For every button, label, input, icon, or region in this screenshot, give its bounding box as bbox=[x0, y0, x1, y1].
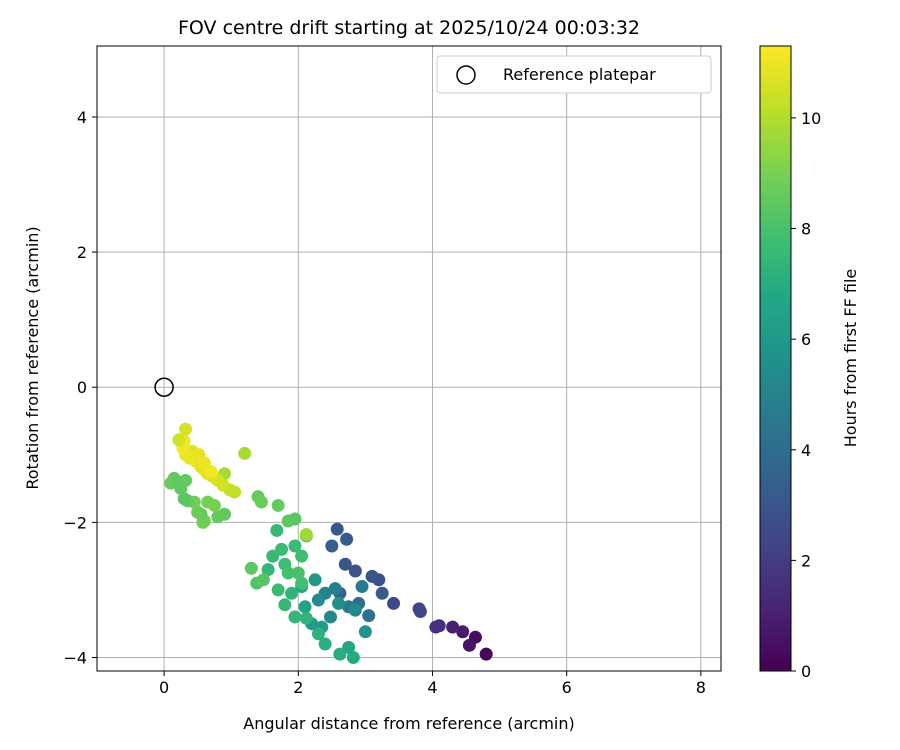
data-point bbox=[298, 600, 312, 614]
data-point bbox=[271, 498, 285, 512]
data-point bbox=[365, 569, 379, 583]
data-point bbox=[332, 596, 346, 610]
data-point bbox=[328, 582, 342, 596]
data-point bbox=[179, 422, 193, 436]
legend: Reference platepar bbox=[436, 55, 712, 94]
legend-entry-reference: Reference platepar bbox=[503, 65, 656, 84]
data-point bbox=[456, 625, 470, 639]
y-tick-label: 0 bbox=[77, 378, 87, 397]
data-point bbox=[308, 573, 322, 587]
data-point bbox=[179, 473, 193, 487]
legend-reference-marker bbox=[456, 65, 476, 85]
data-point bbox=[238, 446, 252, 460]
data-point bbox=[318, 637, 332, 651]
data-point bbox=[311, 627, 325, 641]
data-point bbox=[211, 510, 225, 524]
data-point bbox=[323, 610, 337, 624]
data-point bbox=[358, 625, 372, 639]
x-tick-label: 4 bbox=[427, 678, 437, 697]
data-point bbox=[204, 465, 218, 479]
data-point bbox=[254, 495, 268, 509]
x-tick-label: 8 bbox=[696, 678, 706, 697]
x-tick-label: 6 bbox=[562, 678, 572, 697]
colorbar-tick-label: 10 bbox=[801, 109, 821, 128]
data-point bbox=[275, 542, 289, 556]
x-axis-ticks: 0 2 4 6 8 bbox=[159, 671, 706, 697]
data-point bbox=[177, 492, 191, 506]
x-tick-label: 0 bbox=[159, 678, 169, 697]
data-point bbox=[355, 580, 369, 594]
chart-title: FOV centre drift starting at 2025/10/24 … bbox=[178, 17, 640, 39]
data-point bbox=[348, 564, 362, 578]
x-tick-label: 2 bbox=[293, 678, 303, 697]
colorbar-tick-label: 8 bbox=[801, 220, 811, 239]
data-point bbox=[288, 610, 302, 624]
data-point bbox=[330, 522, 344, 536]
colorbar-tick-label: 6 bbox=[801, 330, 811, 349]
data-point bbox=[311, 593, 325, 607]
data-point bbox=[207, 498, 221, 512]
y-tick-label: −2 bbox=[63, 513, 87, 532]
data-point bbox=[295, 549, 309, 563]
reference-platepar-marker bbox=[154, 377, 174, 397]
data-point bbox=[288, 512, 302, 526]
data-point bbox=[362, 609, 376, 623]
y-tick-label: −4 bbox=[63, 648, 87, 667]
data-point bbox=[299, 528, 313, 542]
data-point bbox=[197, 456, 211, 470]
data-point bbox=[340, 532, 354, 546]
data-point bbox=[291, 566, 305, 580]
data-point bbox=[261, 563, 275, 577]
colorbar-ticks: 0 2 4 6 8 10 bbox=[791, 109, 821, 681]
plot-area: 0 2 4 6 8 −4 −2 0 2 4 bbox=[63, 45, 722, 697]
data-point bbox=[462, 638, 476, 652]
y-tick-label: 4 bbox=[77, 108, 87, 127]
data-point bbox=[375, 586, 389, 600]
y-axis-label: Rotation from reference (arcmin) bbox=[23, 226, 42, 489]
data-point bbox=[191, 505, 205, 519]
data-point bbox=[281, 566, 295, 580]
data-point bbox=[413, 605, 427, 619]
y-axis-ticks: −4 −2 0 2 4 bbox=[63, 108, 97, 667]
colorbar: 0 2 4 6 8 10 Hours from first FF file bbox=[759, 45, 860, 681]
data-point bbox=[299, 611, 313, 625]
data-point bbox=[479, 647, 493, 661]
colorbar-tick-label: 4 bbox=[801, 441, 811, 460]
data-point bbox=[387, 596, 401, 610]
scatter-points bbox=[164, 422, 493, 664]
colorbar-tick-label: 2 bbox=[801, 551, 811, 570]
data-point bbox=[285, 586, 299, 600]
data-point bbox=[295, 576, 309, 590]
data-point bbox=[348, 603, 362, 617]
data-point bbox=[271, 583, 285, 597]
data-point bbox=[338, 557, 352, 571]
colorbar-tick-label: 0 bbox=[801, 662, 811, 681]
colorbar-gradient bbox=[759, 45, 792, 672]
data-point bbox=[278, 598, 292, 612]
data-point bbox=[244, 561, 258, 575]
data-point bbox=[325, 539, 339, 553]
colorbar-label: Hours from first FF file bbox=[841, 269, 860, 448]
data-point bbox=[429, 620, 443, 634]
legend-box bbox=[436, 55, 712, 94]
data-point bbox=[270, 523, 284, 537]
plot-frame bbox=[96, 45, 722, 672]
plot-background bbox=[97, 46, 721, 671]
data-point bbox=[446, 620, 460, 634]
data-point bbox=[256, 573, 270, 587]
data-point bbox=[333, 647, 347, 661]
data-point bbox=[172, 433, 186, 447]
data-point bbox=[346, 650, 360, 664]
x-axis-label: Angular distance from reference (arcmin) bbox=[243, 714, 574, 733]
y-tick-label: 2 bbox=[77, 243, 87, 262]
data-point bbox=[288, 539, 302, 553]
